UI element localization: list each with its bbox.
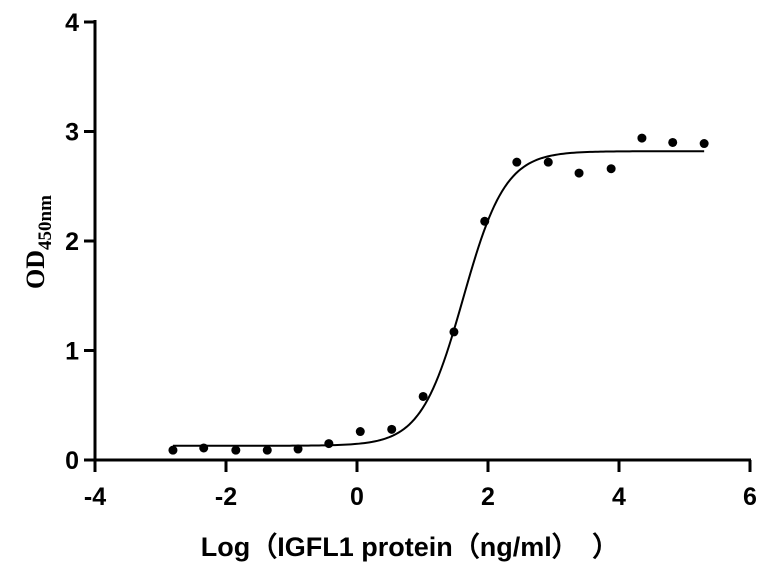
x-tick-label: 2: [481, 483, 495, 511]
y-tick-label: 4: [65, 9, 79, 37]
fit-curve: [172, 150, 705, 447]
y-tick-label: 1: [65, 338, 79, 366]
data-point: [324, 439, 334, 449]
data-point: [574, 168, 584, 178]
y-axis-label-main: OD: [21, 250, 50, 289]
data-point: [449, 327, 459, 337]
x-tick-label: -2: [215, 483, 237, 511]
data-point: [168, 445, 178, 455]
data-point: [480, 216, 490, 226]
x-tick-label: 0: [350, 483, 364, 511]
x-tick-label: -4: [84, 483, 106, 511]
x-axis: -4 -2 0 2 4 6: [84, 458, 757, 511]
y-axis-label: OD450nm: [21, 195, 56, 289]
data-point: [512, 157, 522, 167]
data-point: [668, 137, 678, 147]
x-ticks: -4 -2 0 2 4 6: [84, 460, 757, 511]
y-ticks: 0 1 2 3 4: [65, 9, 95, 475]
data-point: [199, 443, 209, 453]
y-tick-label: 0: [65, 447, 79, 475]
data-point: [543, 157, 553, 167]
y-tick-label: 3: [65, 119, 79, 147]
data-point: [262, 445, 272, 455]
data-point: [637, 133, 647, 143]
y-axis: 0 1 2 3 4: [65, 9, 97, 475]
data-points: [168, 133, 709, 455]
x-axis-label: Log（IGFL1 protein（ng/ml） ）: [201, 532, 619, 562]
x-tick-label: 6: [743, 483, 757, 511]
data-point: [606, 164, 616, 174]
data-point: [293, 444, 303, 454]
plot-area: [168, 133, 709, 455]
data-point: [418, 391, 428, 401]
data-point: [699, 139, 709, 149]
y-axis-label-sub: 450nm: [35, 195, 56, 250]
y-tick-label: 2: [65, 228, 79, 256]
data-point: [231, 445, 241, 455]
data-point: [387, 424, 397, 434]
x-tick-label: 4: [612, 483, 626, 511]
data-point: [355, 427, 365, 437]
